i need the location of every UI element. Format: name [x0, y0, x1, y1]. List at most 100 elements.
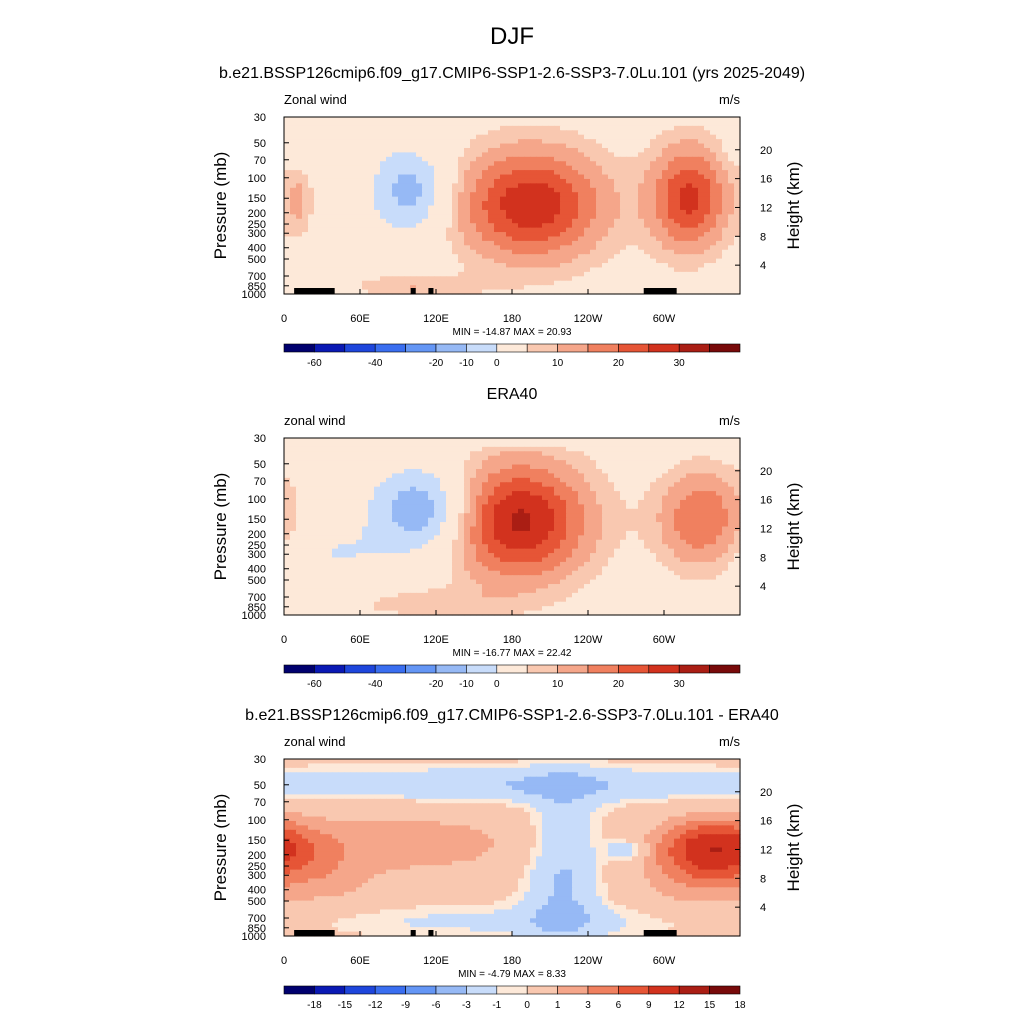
- contour-cell: [530, 544, 537, 550]
- contour-cell: [350, 205, 357, 211]
- contour-cell: [734, 267, 741, 273]
- contour-cell: [650, 468, 657, 474]
- contour-cell: [446, 196, 453, 202]
- contour-cell: [464, 209, 471, 215]
- contour-cell: [734, 276, 741, 282]
- contour-cell: [704, 121, 711, 127]
- contour-cell: [338, 223, 345, 229]
- contour-cell: [380, 504, 387, 510]
- contour-cell: [578, 464, 585, 470]
- contour-cell: [326, 451, 333, 457]
- contour-cell: [704, 178, 711, 184]
- contour-cell: [602, 245, 609, 251]
- contour-cell: [302, 535, 309, 541]
- contour-cell: [344, 468, 351, 474]
- contour-cell: [350, 289, 357, 295]
- contour-cell: [548, 455, 555, 461]
- contour-cell: [362, 165, 369, 171]
- contour-cell: [302, 223, 309, 229]
- contour-cell: [404, 442, 411, 448]
- contour-cell: [350, 526, 357, 532]
- contour-cell: [464, 147, 471, 153]
- contour-cell: [536, 486, 543, 492]
- contour-cell: [308, 522, 315, 528]
- contour-cell: [506, 280, 513, 286]
- contour-cell: [458, 170, 465, 176]
- contour-cell: [440, 139, 447, 145]
- contour-cell: [386, 152, 393, 158]
- contour-cell: [404, 499, 411, 505]
- contour-cell: [284, 263, 291, 269]
- contour-cell: [656, 473, 663, 479]
- contour-cell: [638, 183, 645, 189]
- contour-cell: [536, 535, 543, 541]
- contour-cell: [722, 156, 729, 162]
- contour-cell: [566, 178, 573, 184]
- contour-cell: [506, 464, 513, 470]
- contour-cell: [428, 522, 435, 528]
- contour-cell: [308, 271, 315, 277]
- contour-cell: [518, 161, 525, 167]
- contour-cell: [290, 491, 297, 497]
- contour-cell: [404, 530, 411, 536]
- contour-cell: [524, 161, 531, 167]
- contour-cell: [704, 152, 711, 158]
- contour-cell: [632, 240, 639, 246]
- contour-cell: [410, 183, 417, 189]
- contour-cell: [584, 205, 591, 211]
- contour-cell: [362, 446, 369, 452]
- contour-cell: [296, 442, 303, 448]
- contour-cell: [488, 178, 495, 184]
- contour-cell: [338, 539, 345, 545]
- contour-cell: [404, 240, 411, 246]
- contour-cell: [668, 446, 675, 452]
- contour-cell: [548, 280, 555, 286]
- contour-cell: [632, 156, 639, 162]
- contour-cell: [440, 201, 447, 207]
- contour-cell: [386, 539, 393, 545]
- contour-cell: [410, 464, 417, 470]
- contour-cell: [734, 178, 741, 184]
- contour-cell: [584, 513, 591, 519]
- contour-cell: [590, 468, 597, 474]
- contour-cell: [734, 183, 741, 189]
- contour-cell: [458, 130, 465, 136]
- contour-cell: [290, 438, 297, 444]
- contour-cell: [518, 245, 525, 251]
- contour-cell: [734, 187, 741, 193]
- contour-cell: [584, 530, 591, 536]
- contour-cell: [632, 267, 639, 273]
- contour-cell: [470, 271, 477, 277]
- contour-cell: [332, 147, 339, 153]
- contour-cell: [614, 196, 621, 202]
- contour-cell: [566, 161, 573, 167]
- contour-cell: [464, 495, 471, 501]
- contour-cell: [674, 223, 681, 229]
- contour-cell: [308, 227, 315, 233]
- contour-cell: [542, 152, 549, 158]
- contour-cell: [536, 495, 543, 501]
- contour-cell: [650, 464, 657, 470]
- contour-cell: [524, 214, 531, 220]
- contour-cell: [440, 442, 447, 448]
- contour-cell: [614, 473, 621, 479]
- contour-cell: [524, 183, 531, 189]
- contour-cell: [374, 513, 381, 519]
- contour-cell: [368, 205, 375, 211]
- contour-cell: [584, 121, 591, 127]
- contour-cell: [710, 285, 717, 291]
- contour-cell: [512, 258, 519, 264]
- contour-cell: [566, 522, 573, 528]
- contour-cell: [452, 477, 459, 483]
- contour-cell: [530, 139, 537, 145]
- contour-cell: [308, 240, 315, 246]
- contour-cell: [530, 486, 537, 492]
- contour-cell: [356, 245, 363, 251]
- contour-cell: [614, 280, 621, 286]
- contour-cell: [458, 271, 465, 277]
- contour-cell: [578, 121, 585, 127]
- contour-cell: [650, 499, 657, 505]
- contour-cell: [452, 267, 459, 273]
- contour-cell: [602, 249, 609, 255]
- contour-cell: [476, 289, 483, 295]
